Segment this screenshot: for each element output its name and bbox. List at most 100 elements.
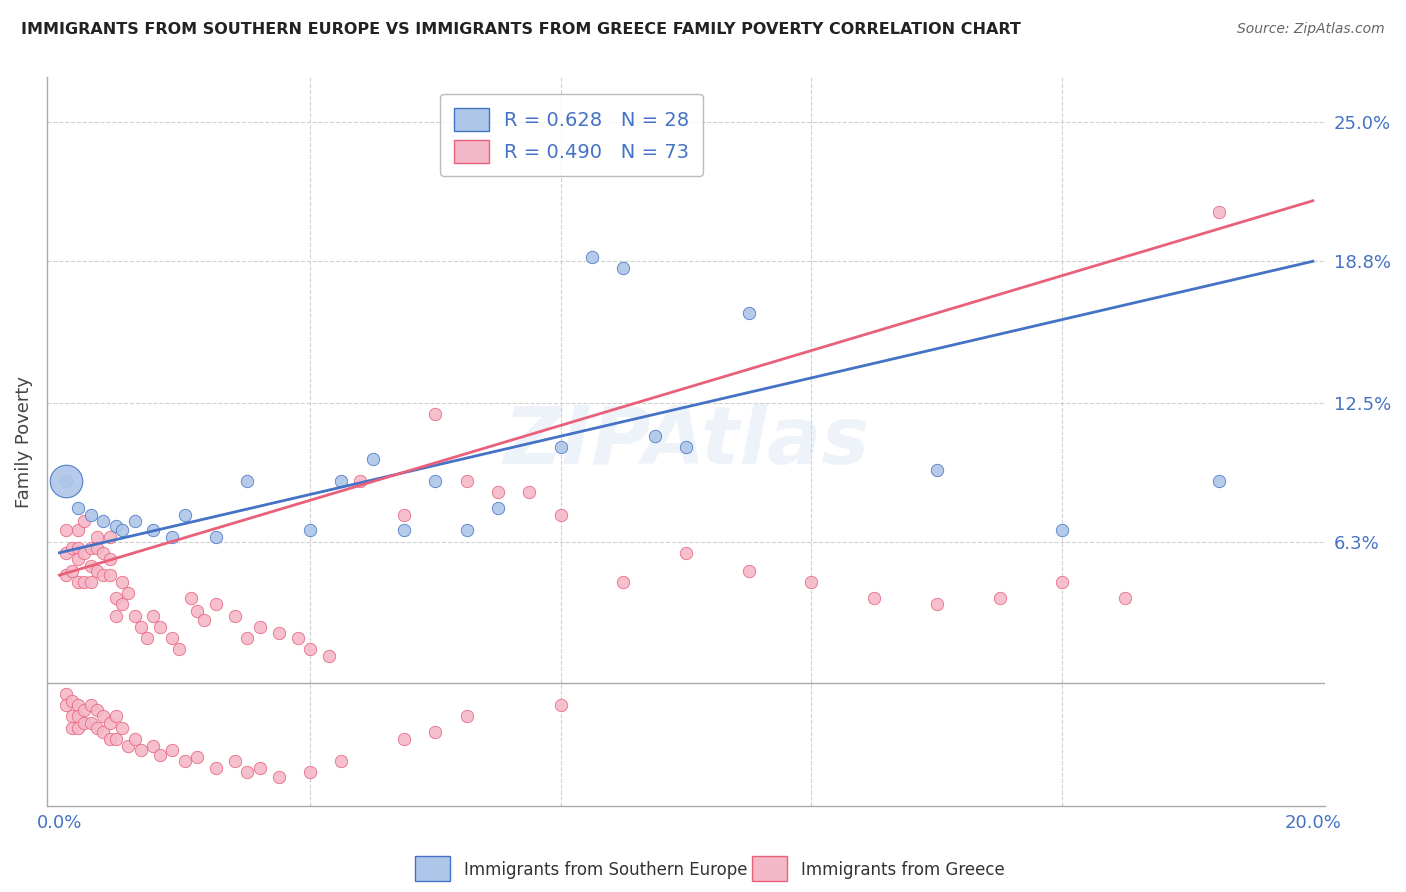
Point [519, 485, 541, 500]
Point [425, 407, 447, 421]
Point [925, 597, 948, 611]
Point [104, 709, 127, 723]
Point [91, 514, 114, 528]
Point [111, 597, 134, 611]
Point [55, 568, 77, 582]
Point [117, 739, 139, 753]
Point [86, 721, 108, 735]
Point [205, 761, 228, 775]
Point [675, 546, 697, 560]
Point [91, 546, 114, 560]
Point [91, 725, 114, 739]
Point [91, 568, 114, 582]
Point [160, 631, 183, 645]
Point [287, 631, 309, 645]
Point [104, 608, 127, 623]
Point [67, 524, 90, 538]
Point [392, 731, 415, 746]
Point [456, 709, 478, 723]
Point [173, 508, 195, 522]
Point [80, 574, 103, 589]
Point [111, 574, 134, 589]
Point [86, 564, 108, 578]
Point [136, 631, 159, 645]
Point [67, 500, 90, 515]
Point [349, 474, 371, 488]
Point [361, 451, 384, 466]
Point [644, 429, 666, 443]
Point [149, 747, 172, 762]
Point [55, 687, 77, 701]
Point [104, 591, 127, 605]
Point [67, 552, 90, 566]
Point [988, 591, 1011, 605]
Point [73, 574, 96, 589]
Point [550, 698, 572, 713]
Point [80, 541, 103, 556]
Point [299, 524, 322, 538]
Point [86, 541, 108, 556]
Point [193, 613, 215, 627]
Point [80, 508, 103, 522]
Point [675, 441, 697, 455]
Point [1050, 574, 1073, 589]
Text: Immigrants from Southern Europe: Immigrants from Southern Europe [464, 861, 748, 879]
Point [224, 608, 246, 623]
Point [98, 530, 121, 544]
Point [117, 586, 139, 600]
Point [249, 620, 271, 634]
Point [925, 463, 948, 477]
Point [67, 698, 90, 713]
Point [186, 604, 208, 618]
Point [129, 620, 152, 634]
Point [142, 524, 165, 538]
Point [98, 731, 121, 746]
Point [738, 306, 761, 320]
Point [456, 474, 478, 488]
Point [205, 597, 228, 611]
Text: Immigrants from Greece: Immigrants from Greece [801, 861, 1005, 879]
Point [60, 709, 83, 723]
Legend: R = 0.628   N = 28, R = 0.490   N = 73: R = 0.628 N = 28, R = 0.490 N = 73 [440, 95, 703, 177]
Point [249, 761, 271, 775]
Point [86, 530, 108, 544]
Point [863, 591, 886, 605]
Point [550, 508, 572, 522]
Point [60, 694, 83, 708]
Point [129, 743, 152, 757]
Point [299, 642, 322, 657]
Point [124, 731, 146, 746]
Point [236, 631, 259, 645]
Point [80, 559, 103, 574]
Point [73, 716, 96, 731]
Point [581, 250, 603, 264]
Text: Source: ZipAtlas.com: Source: ZipAtlas.com [1237, 22, 1385, 37]
Point [55, 524, 77, 538]
Point [186, 749, 208, 764]
Point [67, 709, 90, 723]
Point [55, 474, 77, 488]
Point [60, 541, 83, 556]
Point [173, 754, 195, 768]
Point [111, 721, 134, 735]
Point [73, 703, 96, 717]
Text: IMMIGRANTS FROM SOUTHERN EUROPE VS IMMIGRANTS FROM GREECE FAMILY POVERTY CORRELA: IMMIGRANTS FROM SOUTHERN EUROPE VS IMMIG… [21, 22, 1021, 37]
Point [612, 574, 634, 589]
Point [330, 474, 353, 488]
Point [55, 546, 77, 560]
Point [98, 716, 121, 731]
Point [91, 709, 114, 723]
Point [55, 698, 77, 713]
Point [98, 568, 121, 582]
Point [1208, 474, 1230, 488]
Point [1050, 524, 1073, 538]
Point [800, 574, 823, 589]
Point [392, 508, 415, 522]
Point [1208, 205, 1230, 219]
Point [142, 739, 165, 753]
Point [425, 725, 447, 739]
Point [142, 608, 165, 623]
Point [104, 518, 127, 533]
Point [236, 765, 259, 780]
Point [180, 591, 202, 605]
